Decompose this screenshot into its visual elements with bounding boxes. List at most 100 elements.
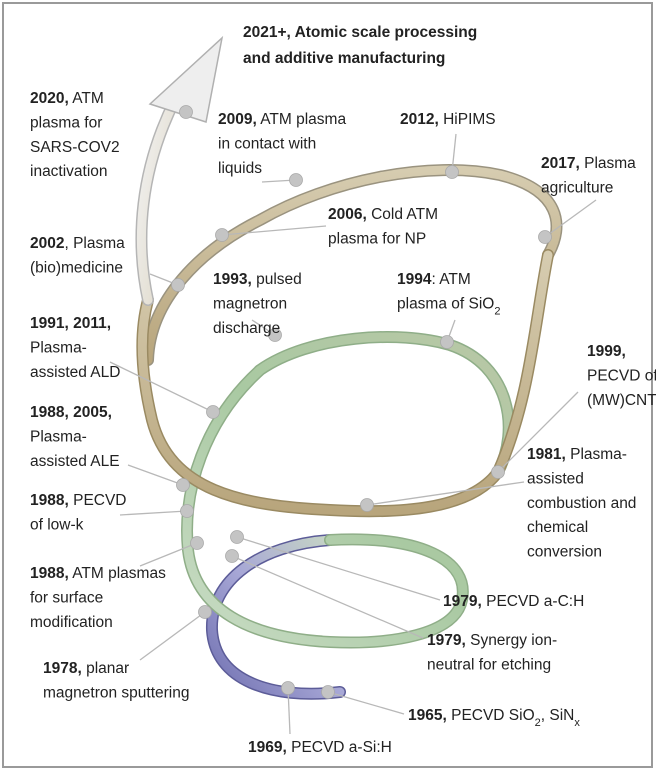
event-text: plasma for xyxy=(30,114,102,131)
leader-line xyxy=(366,481,525,506)
event-text: plasma for NP xyxy=(328,230,426,247)
event-label: of low-k xyxy=(30,516,84,533)
event-year: 2006, xyxy=(328,206,367,223)
event-label: 1965, PECVD SiO2, SiNx xyxy=(408,707,580,729)
event-text: planar xyxy=(82,660,129,677)
event-label: (MW)CNT xyxy=(587,392,656,409)
event-text: ATM plasma xyxy=(257,111,347,128)
event-year: 1979, xyxy=(427,632,466,649)
event-text: Cold ATM xyxy=(367,206,438,223)
event-label: (bio)medicine xyxy=(30,259,123,276)
event-text: liquids xyxy=(218,160,262,177)
event-text: inactivation xyxy=(30,163,108,180)
event-label: Plasma- xyxy=(30,428,87,445)
event-dot xyxy=(215,228,229,242)
event-label: modification xyxy=(30,614,113,631)
event-text: Synergy ion- xyxy=(466,632,557,649)
event-label: assisted ALD xyxy=(30,364,120,381)
event-text: ATM xyxy=(69,90,104,107)
event-text: assisted ALE xyxy=(30,453,120,470)
event-label: 2012, HiPIMS xyxy=(400,111,496,128)
event-year: 2020, xyxy=(30,90,69,107)
event-label: liquids xyxy=(218,160,262,177)
leader-line xyxy=(109,361,214,413)
leader-line xyxy=(544,199,597,238)
leader-line xyxy=(139,611,206,661)
event-dot xyxy=(321,685,335,699)
arrowhead xyxy=(148,35,224,123)
event-text: ATM plasmas xyxy=(69,565,166,582)
event-text: PECVD SiO xyxy=(447,707,535,724)
subscript: 2 xyxy=(535,717,541,729)
event-label: plasma for NP xyxy=(328,230,426,247)
event-label: 1969, PECVD a-Si:H xyxy=(248,739,392,756)
event-text: magnetron sputtering xyxy=(43,684,189,701)
event-text: chemical xyxy=(527,519,588,536)
leader-line xyxy=(231,555,424,639)
event-text: Plasma- xyxy=(30,428,87,445)
subscript: x xyxy=(574,717,580,729)
leaders xyxy=(109,105,597,735)
event-text: SARS-COV2 xyxy=(30,139,120,156)
event-label: combustion and xyxy=(527,495,636,512)
event-dot xyxy=(180,504,194,518)
event-text: of low-k xyxy=(30,516,84,533)
event-text: PECVD a-C:H xyxy=(482,593,585,610)
leader-line xyxy=(119,510,188,516)
event-text: Plasma xyxy=(580,155,636,172)
event-year: 1965, xyxy=(408,707,447,724)
event-label: PECVD of xyxy=(587,367,656,384)
leader-line xyxy=(221,225,327,236)
event-year: 1993, xyxy=(213,271,252,288)
leader-line xyxy=(497,391,579,473)
event-text: HiPIMS xyxy=(439,111,496,128)
event-year: 1999, xyxy=(587,343,626,360)
event-text: (MW)CNT xyxy=(587,392,656,409)
event-label: in contact with xyxy=(218,135,316,152)
event-dot xyxy=(289,173,303,187)
event-label: plasma for xyxy=(30,114,102,131)
event-label: magnetron xyxy=(213,295,287,312)
event-text: in contact with xyxy=(218,135,316,152)
event-text: modification xyxy=(30,614,113,631)
event-text: plasma of SiO xyxy=(397,295,494,312)
event-dot xyxy=(360,498,374,512)
event-dot xyxy=(440,335,454,349)
event-label: 2017, Plasma xyxy=(541,155,636,172)
event-label: 1993, pulsed xyxy=(213,271,302,288)
event-label: 2006, Cold ATM xyxy=(328,206,438,223)
event-dot xyxy=(225,549,239,563)
title-line: 2021+, Atomic scale processing xyxy=(243,24,477,41)
event-year: 2009, xyxy=(218,111,257,128)
event-label: inactivation xyxy=(30,163,108,180)
event-year: 2002 xyxy=(30,235,64,252)
event-label: chemical xyxy=(527,519,588,536)
event-label: 1999, xyxy=(587,343,626,360)
leader-line xyxy=(327,691,405,715)
event-text: magnetron xyxy=(213,295,287,312)
event-dot xyxy=(538,230,552,244)
event-dot xyxy=(206,405,220,419)
event-text: : ATM xyxy=(431,271,470,288)
title-line: and additive manufacturing xyxy=(243,50,445,67)
event-year: 1978, xyxy=(43,660,82,677)
event-label: for surface xyxy=(30,589,103,606)
event-label: neutral for etching xyxy=(427,656,551,673)
event-label: 1979, PECVD a-C:H xyxy=(443,593,584,610)
event-text: assisted xyxy=(527,470,584,487)
event-dot xyxy=(179,105,193,119)
event-label: agriculture xyxy=(541,179,613,196)
event-label: magnetron sputtering xyxy=(43,684,189,701)
event-dot xyxy=(176,478,190,492)
event-label: 1991, 2011, xyxy=(30,315,111,332)
event-dot xyxy=(268,328,282,342)
event-label: 1981, Plasma- xyxy=(527,446,627,463)
event-dot xyxy=(491,465,505,479)
event-text: assisted ALD xyxy=(30,364,120,381)
event-text: , SiN xyxy=(541,707,575,724)
event-year: 1988, xyxy=(30,492,69,509)
event-text: combustion and xyxy=(527,495,636,512)
event-dot xyxy=(281,681,295,695)
